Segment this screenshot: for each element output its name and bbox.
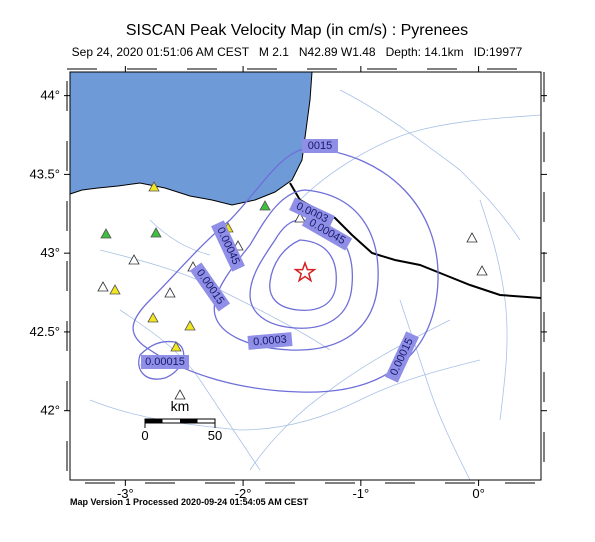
contour-label: 0.00015: [145, 356, 185, 368]
y-tick-label: 44°: [40, 88, 60, 103]
x-tick-label: -2°: [235, 486, 252, 501]
y-tick-label: 43°: [40, 245, 60, 260]
scale-label: 50: [208, 428, 222, 443]
map-title: SISCAN Peak Velocity Map (in cm/s) : Pyr…: [126, 22, 468, 39]
map-frame: [69, 71, 542, 481]
y-tick-label: 43.5°: [29, 166, 60, 181]
y-tick-label: 42.5°: [29, 324, 60, 339]
x-tick-label: -1°: [352, 486, 369, 501]
scale-label: 0: [141, 428, 148, 443]
y-tick-label: 42°: [40, 403, 60, 418]
map-frame-outer: [66, 68, 545, 484]
contour-label: 0015: [308, 140, 332, 152]
scale-unit: km: [171, 398, 190, 414]
x-tick-label: 0°: [472, 486, 484, 501]
axis-ticks: -3° -2° -1° 0° 42° 42.5° 43° 43.5° 44°: [29, 66, 547, 501]
contour-label: 0.0003: [253, 333, 288, 348]
scale-bar: km 0 50: [141, 398, 222, 443]
epicenter: [293, 260, 317, 283]
map-subtitle: Sep 24, 2020 01:51:06 AM CEST M 2.1 N42.…: [72, 45, 523, 59]
sea: [69, 71, 313, 206]
footer: Map Version 1 Processed 2020-09-24 01:54…: [70, 497, 309, 507]
map-area: 0015 0.0003 0.00045 0.00045 0.00015 0.00…: [69, 71, 542, 481]
x-tick-label: -3°: [117, 486, 134, 501]
